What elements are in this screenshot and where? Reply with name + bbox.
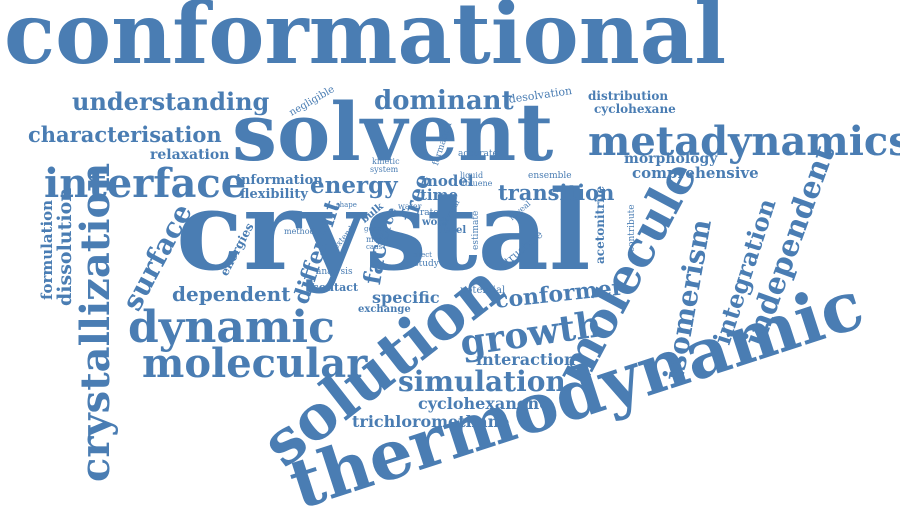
word-crystallization: crystallization — [72, 162, 119, 482]
word-solvent: solvent — [232, 85, 554, 179]
word-potential: potential — [460, 285, 506, 296]
word-water: water — [398, 202, 422, 211]
word-liquid: liquid — [460, 171, 484, 180]
word-caus: caus — [366, 243, 383, 251]
word-crystal: crystal — [176, 166, 591, 295]
word-effect: effect — [412, 251, 432, 259]
word-understanding: understanding — [72, 87, 270, 116]
word-cyclohexanone: cyclohexanone — [418, 394, 550, 413]
word-comprehensive: comprehensive — [632, 164, 759, 182]
word-dependent: dependent — [172, 282, 291, 306]
word-gene: gene — [364, 225, 382, 233]
word-specific: specific — [372, 288, 440, 307]
word-distribution: distribution — [588, 89, 669, 103]
word-dynamic: dynamic — [128, 302, 335, 353]
word-formulation: formulation — [38, 199, 56, 300]
word-kinetic: kinetic — [372, 157, 400, 166]
word-morphology: morphology — [624, 151, 718, 167]
word-dissolution: dissolution — [54, 187, 76, 306]
word-transition: transition — [498, 180, 615, 205]
word-method: method — [284, 227, 315, 236]
word-system: system — [370, 165, 399, 174]
word-time: time — [420, 186, 459, 204]
word-shape: shape — [336, 201, 357, 209]
word-acetonitrile: acetonitrile — [593, 185, 607, 264]
word-contribute: contribute — [627, 204, 637, 252]
word-molecular: molecular — [142, 340, 368, 387]
word-relaxation: relaxation — [150, 147, 230, 163]
word-analysis: analysis — [316, 267, 353, 277]
word-information: information — [236, 173, 323, 188]
word-estimate: estimate — [471, 210, 481, 250]
word-model: model — [422, 172, 474, 190]
word-contact: contact — [312, 281, 359, 294]
word-exchange: exchange — [358, 304, 411, 315]
word-dominant: dominant — [374, 86, 514, 116]
word-work: work — [422, 217, 450, 228]
word-study: study — [414, 259, 439, 269]
word-level: level — [440, 225, 467, 236]
word-metadynamics: metadynamics — [588, 118, 900, 165]
word-cyclohexane: cyclohexane — [594, 102, 676, 116]
word-accurate: accurate — [458, 149, 498, 159]
word-simulation: simulation — [398, 365, 566, 398]
word-trichloromethane: trichloromethane — [352, 412, 510, 431]
word-toluene: toluene — [462, 179, 493, 188]
word-rate: rate — [420, 208, 439, 218]
word-conformational: conformational — [4, 0, 727, 83]
word-interaction: interaction — [476, 350, 576, 369]
word-flexibility: flexibility — [240, 187, 308, 202]
word-characterisation: characterisation — [28, 122, 222, 147]
word-energy: energy — [310, 172, 398, 199]
word-interface: interface — [44, 160, 247, 207]
word-mean: mean — [366, 235, 389, 244]
word-ensemble: ensemble — [528, 171, 572, 181]
